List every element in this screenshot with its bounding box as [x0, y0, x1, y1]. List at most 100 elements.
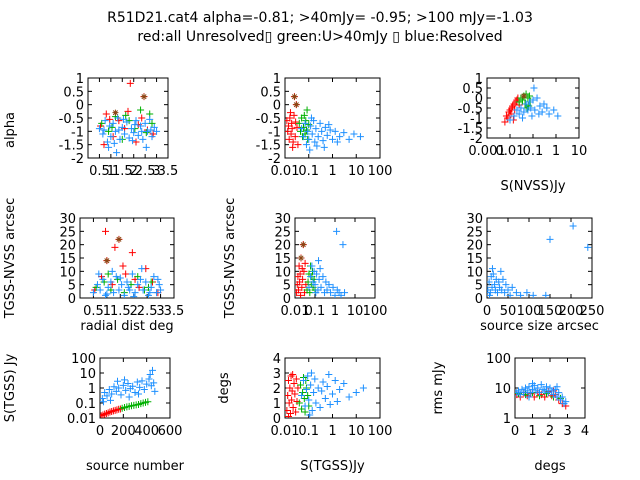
plot-frame — [100, 358, 170, 418]
y-tick-label: 0 — [273, 412, 281, 427]
y-tick-label: 100 — [486, 352, 511, 367]
panel-p1: 0.511.522.533.510.50-0.5-1-1.5-2alpha — [3, 72, 178, 179]
blue-point — [315, 257, 322, 264]
blue-point — [114, 378, 121, 385]
y-tick-label: 5 — [475, 279, 483, 294]
blue-point — [317, 120, 324, 127]
blue-point — [131, 121, 138, 128]
x-tick-label: 2 — [546, 424, 554, 439]
blue-point — [550, 107, 557, 114]
blue-point — [346, 394, 353, 401]
blue-point — [340, 380, 347, 387]
blue-point — [302, 403, 309, 410]
x-axis-label: S(NVSS)Jy — [500, 179, 565, 194]
x-tick-label: 10 — [571, 144, 588, 159]
x-tick-label: 100 — [368, 424, 393, 439]
dark-point — [104, 258, 110, 264]
panel-p8: 0.010.1 1 10 10001234S(TGSS)Jydegs — [217, 352, 392, 474]
blue-point — [310, 389, 317, 396]
blue-point — [126, 394, 133, 401]
data-points — [283, 370, 367, 421]
blue-point — [121, 376, 128, 383]
blue-point — [339, 241, 346, 248]
x-tick-label: 100 — [363, 304, 388, 319]
green-point — [298, 406, 305, 413]
x-tick-label: 3 — [563, 424, 571, 439]
red-point — [112, 407, 119, 414]
blue-point — [324, 132, 331, 139]
blue-point — [546, 111, 553, 118]
dark-point — [141, 94, 147, 100]
blue-point — [151, 388, 158, 395]
y-tick-label: -2 — [268, 152, 281, 167]
blue-point — [118, 391, 125, 398]
blue-point — [324, 383, 331, 390]
blue-point — [307, 382, 314, 389]
x-tick-label: 0.1 — [298, 424, 319, 439]
blue-point — [315, 385, 322, 392]
x-tick-label: 1 — [328, 424, 336, 439]
blue-point — [303, 386, 310, 393]
red-point — [129, 249, 136, 256]
blue-point — [311, 376, 318, 383]
dark-point — [291, 94, 297, 100]
y-tick-label: 0.1 — [75, 397, 96, 412]
blue-point — [143, 144, 150, 151]
y-tick-label: 15 — [59, 252, 76, 267]
plot-frame — [80, 218, 174, 298]
blue-point — [101, 127, 108, 134]
green-point — [304, 392, 311, 399]
x-axis-label: source number — [86, 459, 185, 474]
panel-p2: 0.010.1 1 10 10010.50-0.5-1-1.5-2 — [256, 72, 393, 179]
x-tick-label: 0.1 — [298, 164, 319, 179]
blue-point — [306, 147, 313, 154]
data-points — [98, 367, 159, 419]
data-points — [513, 380, 569, 409]
x-tick-label: 1 — [331, 304, 339, 319]
y-tick-label: 25 — [59, 225, 76, 240]
x-axis-label: degs — [534, 459, 566, 474]
panel-p9: 0 1 2 3 4100101degsrms mJy — [431, 352, 589, 474]
y-axis-label: alpha — [3, 112, 18, 148]
blue-point — [497, 268, 504, 275]
x-tick-label: 0.1 — [305, 304, 326, 319]
dark-point — [298, 255, 304, 261]
x-tick-label: 0.01 — [496, 144, 525, 159]
blue-point — [139, 377, 146, 384]
x-tick-label: 250 — [580, 304, 605, 319]
x-tick-label: 3.5 — [158, 164, 179, 179]
panel-p4: 0.511.522.533.5051015202530radial dist d… — [3, 198, 184, 334]
data-points — [96, 80, 160, 156]
blue-point — [570, 223, 577, 230]
blue-point — [111, 140, 118, 147]
y-tick-label: 10 — [494, 382, 511, 397]
x-tick-label: 4 — [581, 424, 589, 439]
y-tick-label: 2 — [273, 382, 281, 397]
y-tick-label: 5 — [68, 279, 76, 294]
y-tick-label: 0 — [283, 292, 291, 307]
data-points — [283, 93, 364, 153]
blue-point — [329, 391, 336, 398]
blue-point — [321, 144, 328, 151]
y-tick-label: -2 — [71, 152, 84, 167]
y-tick-label: 20 — [59, 239, 76, 254]
y-tick-label: -2 — [470, 132, 483, 147]
blue-point — [528, 113, 535, 120]
blue-point — [132, 389, 139, 396]
blue-point — [130, 293, 137, 300]
dark-point — [112, 110, 118, 116]
blue-point — [308, 370, 315, 377]
red-point — [102, 228, 109, 235]
blue-point — [547, 236, 554, 243]
x-tick-label: 0.1 — [523, 144, 544, 159]
data-points — [293, 228, 348, 299]
blue-point — [340, 129, 347, 136]
y-tick-label: 15 — [274, 252, 291, 267]
y-tick-label: 25 — [466, 225, 483, 240]
data-points — [501, 85, 561, 126]
blue-point — [350, 131, 357, 138]
blue-point — [138, 128, 145, 135]
x-tick-label: 200 — [111, 424, 136, 439]
y-axis-label: degs — [217, 372, 232, 404]
y-tick-label: 0 — [475, 292, 483, 307]
